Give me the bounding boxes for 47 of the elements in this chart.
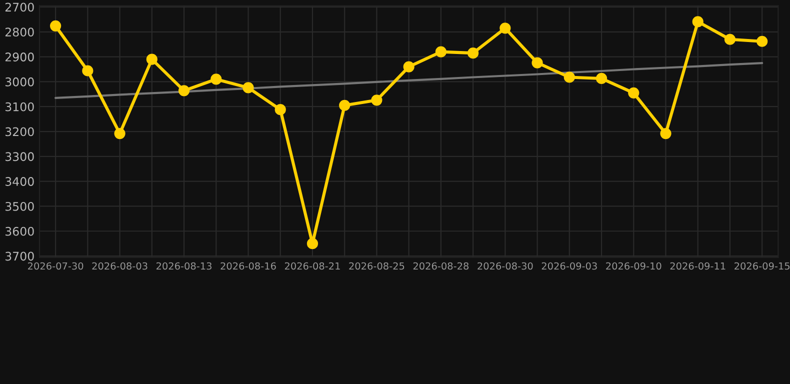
point	[306, 238, 318, 250]
point	[564, 72, 575, 83]
y-tick-label: 3300	[5, 152, 34, 162]
line-series	[54, 62, 764, 99]
x-tick-label: 2026-08-16	[220, 262, 276, 270]
y-tick-label: 2700	[5, 2, 34, 12]
y-tick-label: 3200	[5, 127, 34, 136]
x-tick-label: 2026-08-30	[478, 262, 533, 270]
point	[532, 57, 543, 68]
y-tick-label: 3400	[5, 177, 34, 186]
x-tick-label: 2026-08-13	[156, 262, 212, 270]
y-tick-label: 3700	[5, 252, 34, 261]
y-tick-label: 3500	[5, 202, 34, 211]
point	[114, 128, 126, 140]
point	[500, 22, 511, 34]
point	[82, 65, 94, 76]
point	[242, 82, 254, 94]
y-tick-label: 3000	[5, 77, 34, 86]
point	[468, 48, 479, 59]
x-tick-label: 2026-08-25	[349, 262, 404, 270]
point	[724, 34, 736, 45]
point	[628, 87, 640, 98]
point	[371, 94, 382, 106]
x-tick-label: 2026-08-21	[284, 262, 340, 270]
x-tick-label: 2026-09-15	[734, 262, 790, 270]
point	[178, 85, 190, 96]
x-tick-label: 2026-09-10	[606, 262, 662, 270]
point	[339, 100, 350, 111]
x-tick-label: 2026-09-11	[670, 262, 726, 270]
point	[596, 72, 608, 84]
y-tick-label: 2900	[5, 52, 34, 62]
point	[403, 61, 414, 72]
y-tick-label: 3600	[5, 226, 34, 236]
y-tick-label: 3100	[5, 102, 34, 112]
y-tick-label: 2800	[5, 28, 34, 37]
point	[210, 74, 222, 85]
x-tick-label: 2026-07-30	[28, 262, 84, 270]
point	[660, 128, 672, 140]
point	[692, 16, 704, 28]
point	[756, 36, 768, 47]
point	[435, 46, 446, 58]
x-tick-label: 2026-08-03	[92, 262, 148, 270]
x-tick-label: 2026-09-03	[542, 262, 597, 270]
point	[50, 20, 62, 32]
x-tick-label: 2026-08-28	[413, 262, 469, 270]
point	[146, 54, 158, 65]
point	[274, 104, 286, 116]
